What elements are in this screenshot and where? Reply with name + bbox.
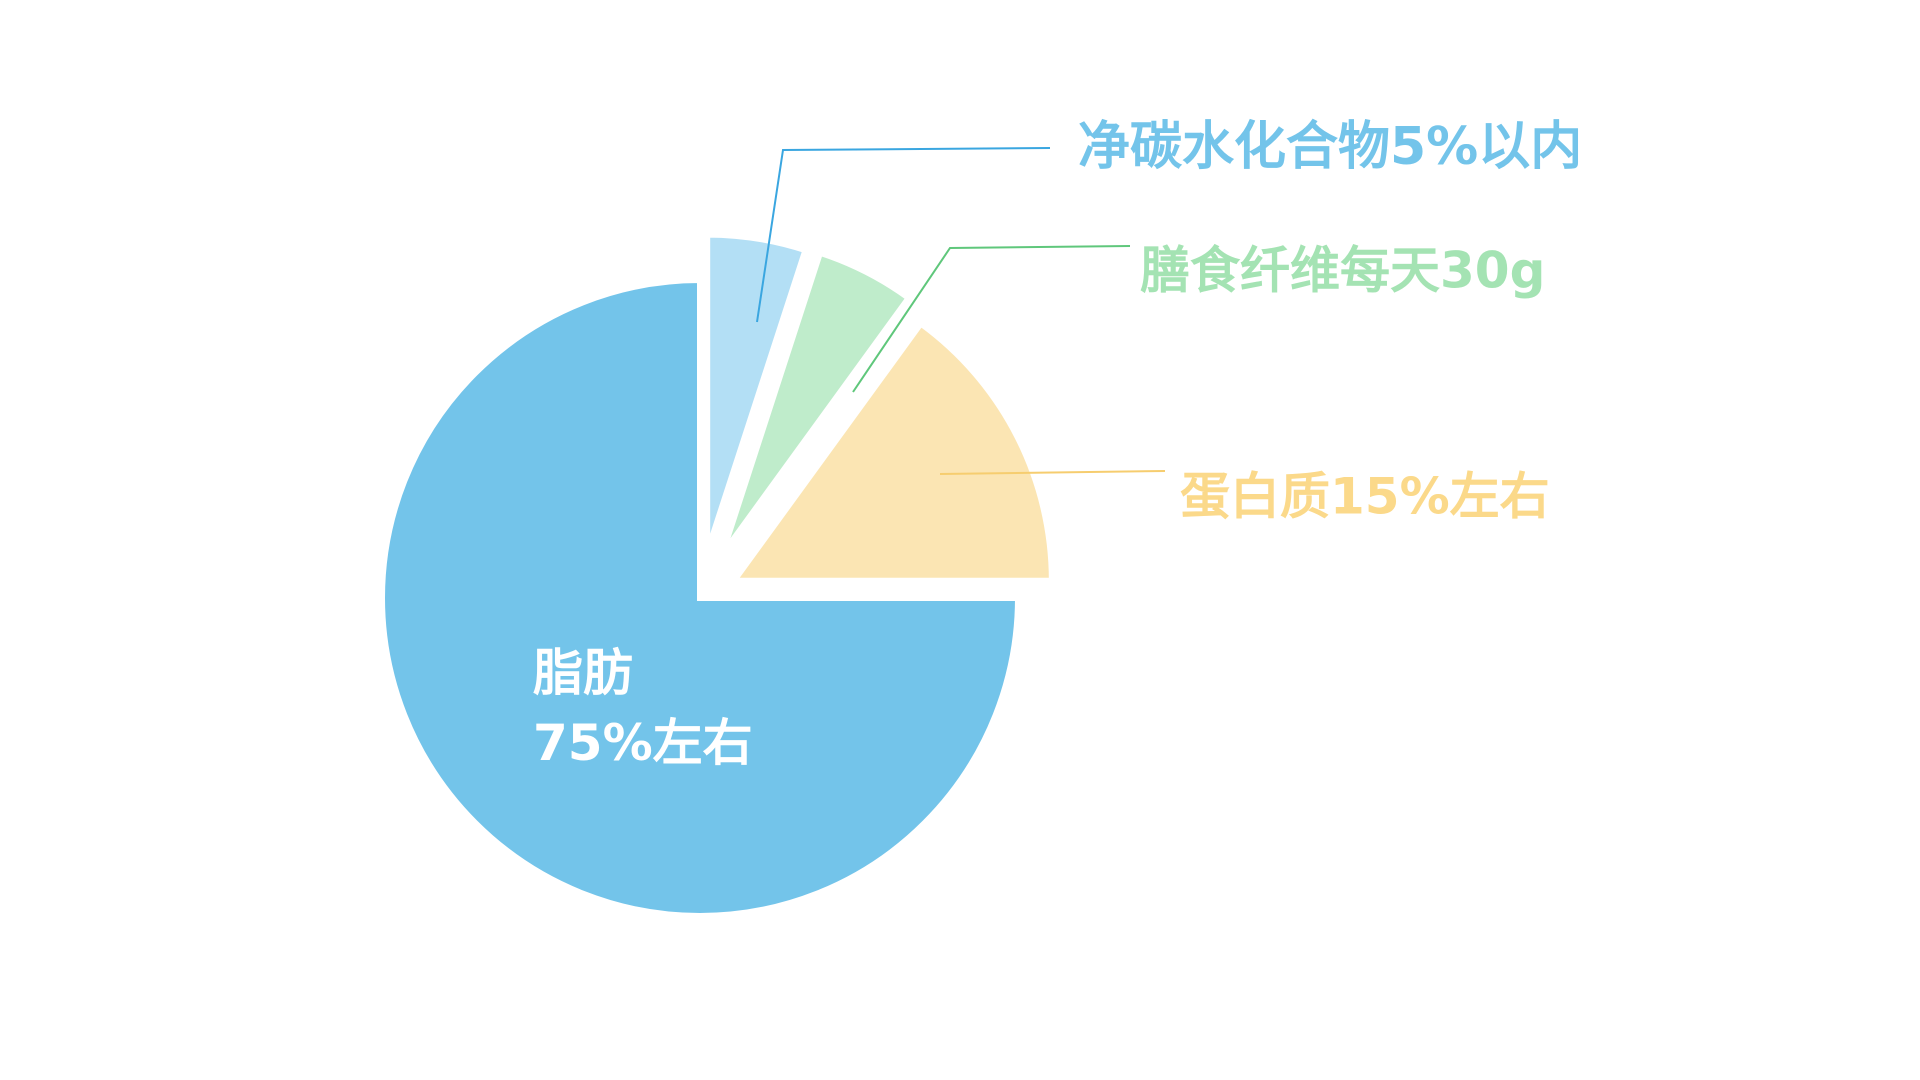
leader-line-fiber [852,245,1131,393]
label-fat-value: 75%左右 [533,714,753,772]
label-fat-name: 脂肪 [533,644,633,702]
slice-fat [379,276,1022,919]
label-protein: 蛋白质15%左右 [1180,468,1550,526]
slice-carbs [704,231,810,554]
label-fiber: 膳食纤维每天30g [1140,242,1545,300]
slice-protein [727,319,1055,584]
label-carbs: 净碳水化合物5%以内 [1078,117,1582,177]
leader-line-carbs [756,147,1051,323]
slice-fiber [718,249,913,557]
leader-line-protein [939,470,1166,475]
